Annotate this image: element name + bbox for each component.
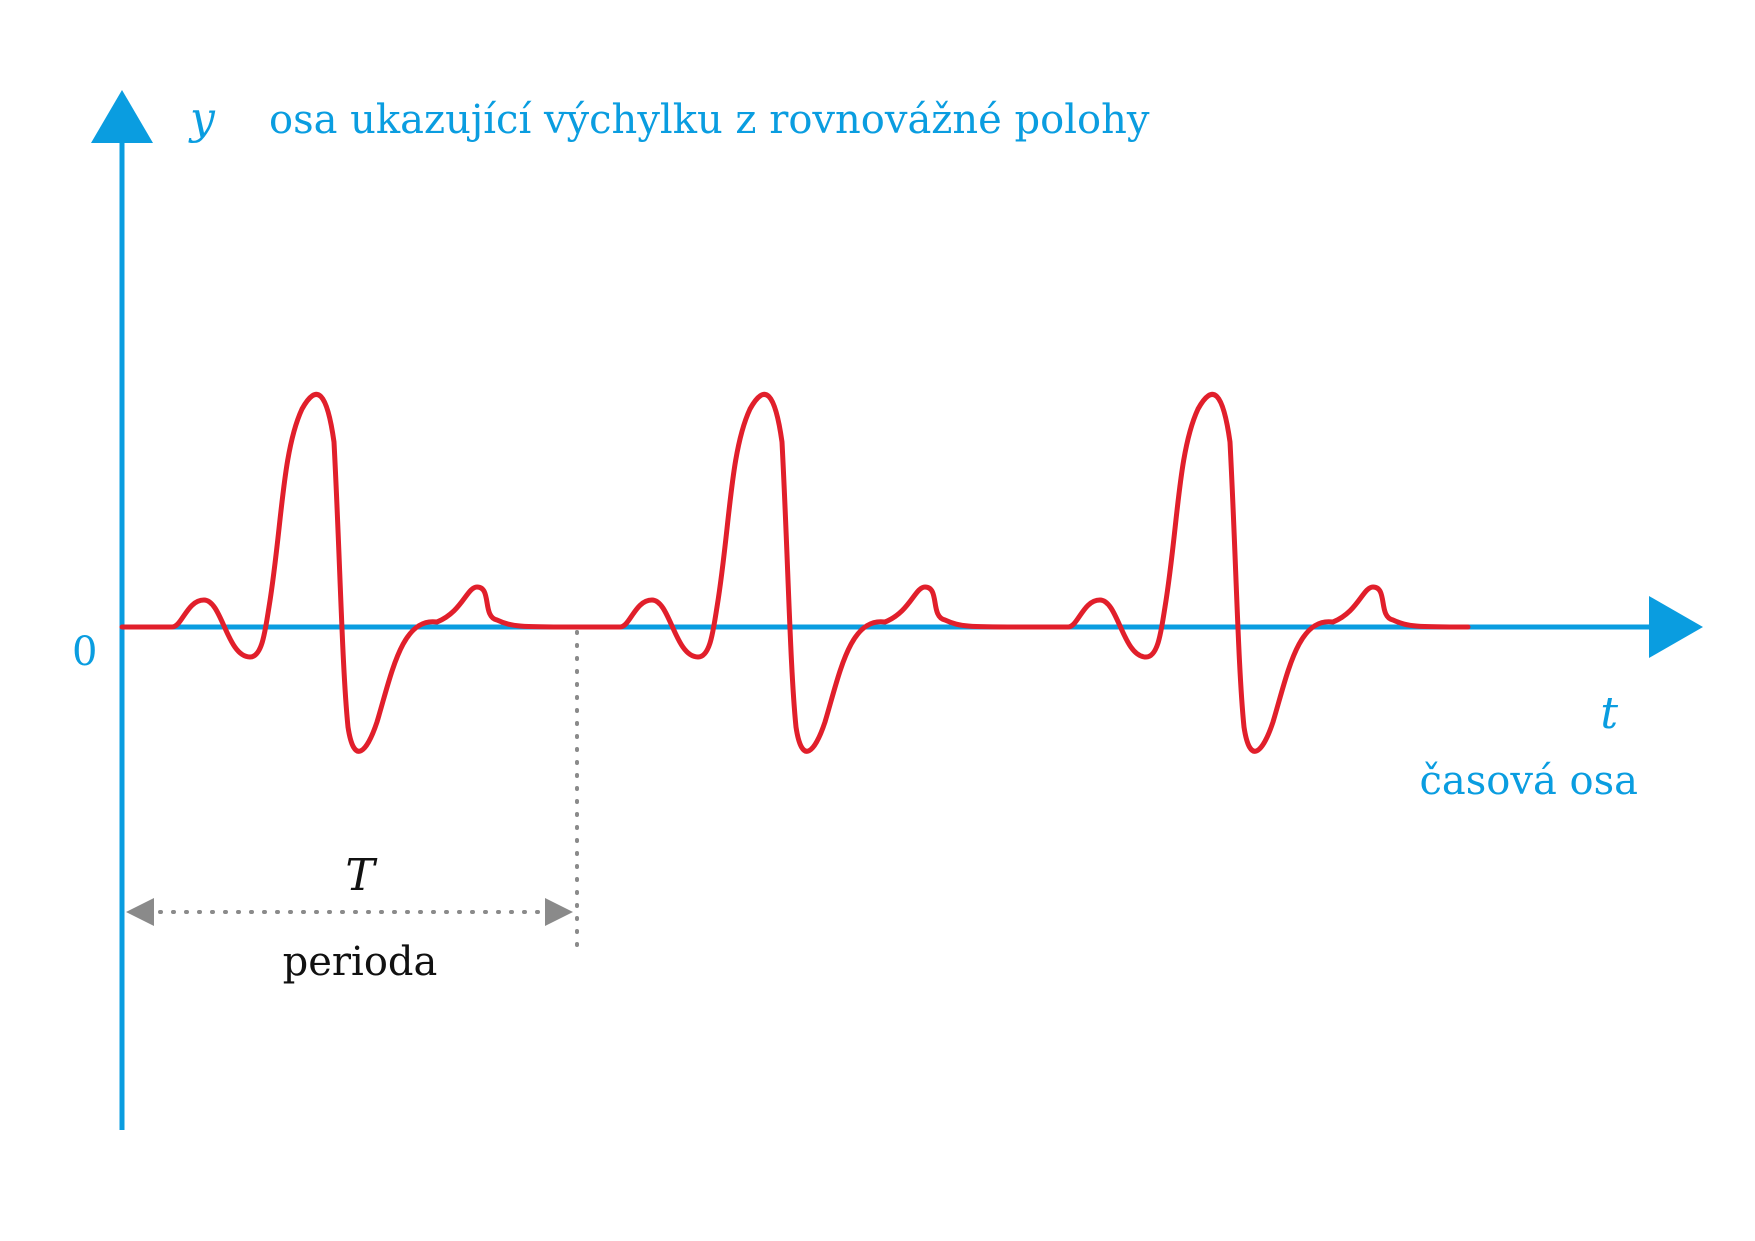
signal-waveform xyxy=(119,392,1471,754)
y-axis xyxy=(91,90,153,1130)
arrow-right-icon xyxy=(545,898,573,926)
signal-period-2 xyxy=(567,392,1023,754)
arrow-up-icon xyxy=(91,90,153,143)
period-symbol: T xyxy=(345,850,378,901)
signal-period-3 xyxy=(1015,392,1471,754)
period-label: perioda xyxy=(283,939,438,985)
arrow-right-icon xyxy=(1649,596,1703,658)
t-axis-label: časová osa xyxy=(1420,758,1638,804)
arrow-left-icon xyxy=(126,898,154,926)
t-axis-symbol: t xyxy=(1600,688,1618,739)
y-axis-symbol: y xyxy=(188,93,216,144)
origin-zero-label: 0 xyxy=(72,629,97,675)
y-axis-label: osa ukazující výchylku z rovnovážné polo… xyxy=(269,97,1150,143)
period-marker xyxy=(126,630,579,957)
signal-period-1 xyxy=(119,392,575,754)
t-axis xyxy=(122,596,1703,658)
